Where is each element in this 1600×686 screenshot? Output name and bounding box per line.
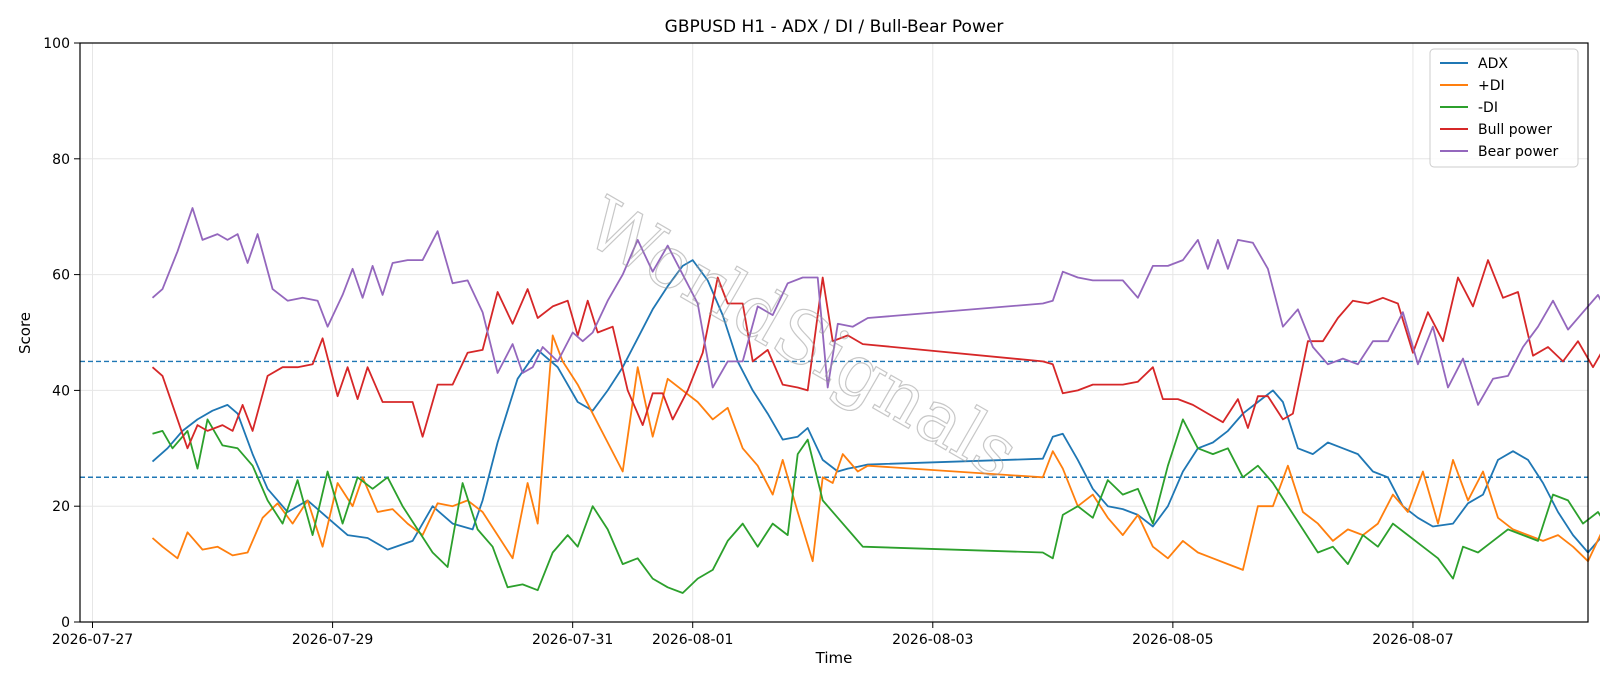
series-line-di [151,334,1600,571]
legend-box [1429,48,1579,168]
y-tick-label: 40 [52,383,70,399]
legend-label: -DI [1478,100,1498,116]
x-tick-label: 2026-08-01 [652,632,733,648]
legend: ADX +DI -DI Bull power Bear power [1429,48,1579,168]
x-tick-label: 2026-08-03 [892,632,973,648]
x-tick-label: 2026-07-27 [52,632,133,648]
y-tick-label: 60 [52,268,70,284]
legend-label: Bear power [1478,144,1559,160]
plot-area-frame [79,42,1589,623]
y-axis-ticks: 0 20 40 60 80 100 [43,36,80,631]
series-line-bear-power [151,207,1600,406]
y-tick-label: 100 [43,36,70,52]
legend-label: ADX [1478,56,1508,72]
x-axis-label: Time [815,649,853,667]
y-tick-label: 80 [52,152,70,168]
chart-title: GBPUSD H1 - ADX / DI / Bull-Bear Power [665,17,1004,37]
x-tick-label: 2026-07-31 [532,632,613,648]
y-axis-label: Score [16,312,34,354]
x-tick-label: 2026-07-29 [292,632,373,648]
x-tick-label: 2026-08-07 [1372,632,1453,648]
legend-label: +DI [1478,78,1505,94]
series-line-bull-power [151,259,1600,450]
y-tick-label: 0 [61,615,70,631]
x-tick-label: 2026-08-05 [1132,632,1213,648]
y-tick-label: 20 [52,499,70,515]
x-axis-ticks: 2026-07-27 2026-07-29 2026-07-31 2026-08-01… [52,622,1454,648]
legend-label: Bull power [1478,122,1552,138]
